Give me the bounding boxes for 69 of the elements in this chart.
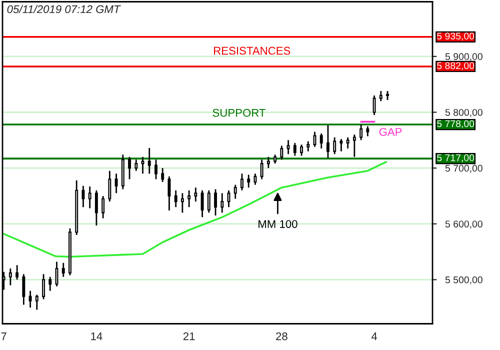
candlestick xyxy=(35,294,38,310)
candlestick xyxy=(360,124,363,141)
candlestick xyxy=(340,138,343,152)
candlestick xyxy=(88,186,92,209)
candlestick xyxy=(16,264,19,280)
candlestick xyxy=(174,190,178,208)
y-tick-label: 5 700,00 xyxy=(445,164,482,173)
candlestick xyxy=(82,185,85,208)
candlestick xyxy=(366,126,370,137)
annotation: MM 100 xyxy=(258,220,298,228)
candlestick xyxy=(247,174,250,188)
candlestick xyxy=(254,172,257,186)
x-tick-label: 28 xyxy=(276,332,288,340)
candlestick xyxy=(280,145,284,160)
candlestick xyxy=(266,156,270,169)
x-tick-label: 7 xyxy=(1,332,6,340)
candlestick xyxy=(8,268,12,286)
candlestick xyxy=(180,192,184,214)
candlestick xyxy=(200,190,204,218)
candlestick xyxy=(379,90,382,102)
annotation: SUPPORT xyxy=(212,108,266,117)
candlestick xyxy=(260,158,264,180)
candlestick xyxy=(306,140,310,152)
line-series xyxy=(2,161,388,258)
candlestick xyxy=(148,147,151,174)
candlestick xyxy=(214,188,217,216)
candlestick xyxy=(333,136,336,155)
candlestick xyxy=(346,136,350,150)
candlestick xyxy=(188,190,191,208)
annotation: GAP xyxy=(379,128,402,136)
candlestick xyxy=(154,158,158,180)
candlestick xyxy=(326,124,330,159)
y-tick-label: 5 900,00 xyxy=(445,53,482,62)
candlestick xyxy=(293,142,296,156)
candlestick xyxy=(62,262,65,278)
candlestick xyxy=(234,184,237,200)
x-tick-label: 4 xyxy=(371,332,378,340)
annotation: RESISTANCES xyxy=(214,46,290,55)
x-tick-label: 21 xyxy=(183,332,195,340)
candlestick xyxy=(220,192,224,214)
chart-title: 05/11/2019 07:12 GMT xyxy=(7,4,121,14)
candlestick xyxy=(161,167,164,183)
x-tick-label: 14 xyxy=(91,332,102,340)
candlestick xyxy=(94,190,98,226)
y-tick-label: 5 800,00 xyxy=(445,108,482,118)
candlestick xyxy=(240,172,244,192)
candlestick xyxy=(48,276,52,292)
candlestick xyxy=(22,273,26,306)
candlestick xyxy=(108,170,112,202)
ref-line-label: 5 717,00 xyxy=(437,154,474,162)
candlestick xyxy=(128,156,131,180)
candlestick xyxy=(300,144,303,156)
y-tick-label: 5 500,00 xyxy=(445,276,482,284)
candlestick xyxy=(28,290,32,308)
candlestick xyxy=(194,186,198,202)
candlestick xyxy=(168,176,171,212)
candlestick xyxy=(320,132,323,150)
ref-line-label: 5 778,00 xyxy=(437,120,474,128)
y-tick-label: 5 600,00 xyxy=(445,220,482,229)
candlestick xyxy=(42,273,45,300)
candlestick xyxy=(134,158,138,172)
candlestick xyxy=(207,190,210,214)
candlestick xyxy=(102,195,105,219)
candlestick xyxy=(372,94,376,116)
candlestick xyxy=(286,139,290,155)
ref-line-label: 5 935,00 xyxy=(437,32,474,41)
candlestick xyxy=(352,134,356,158)
ref-line-label: 5 882,00 xyxy=(437,62,474,70)
candlestick xyxy=(114,172,118,194)
